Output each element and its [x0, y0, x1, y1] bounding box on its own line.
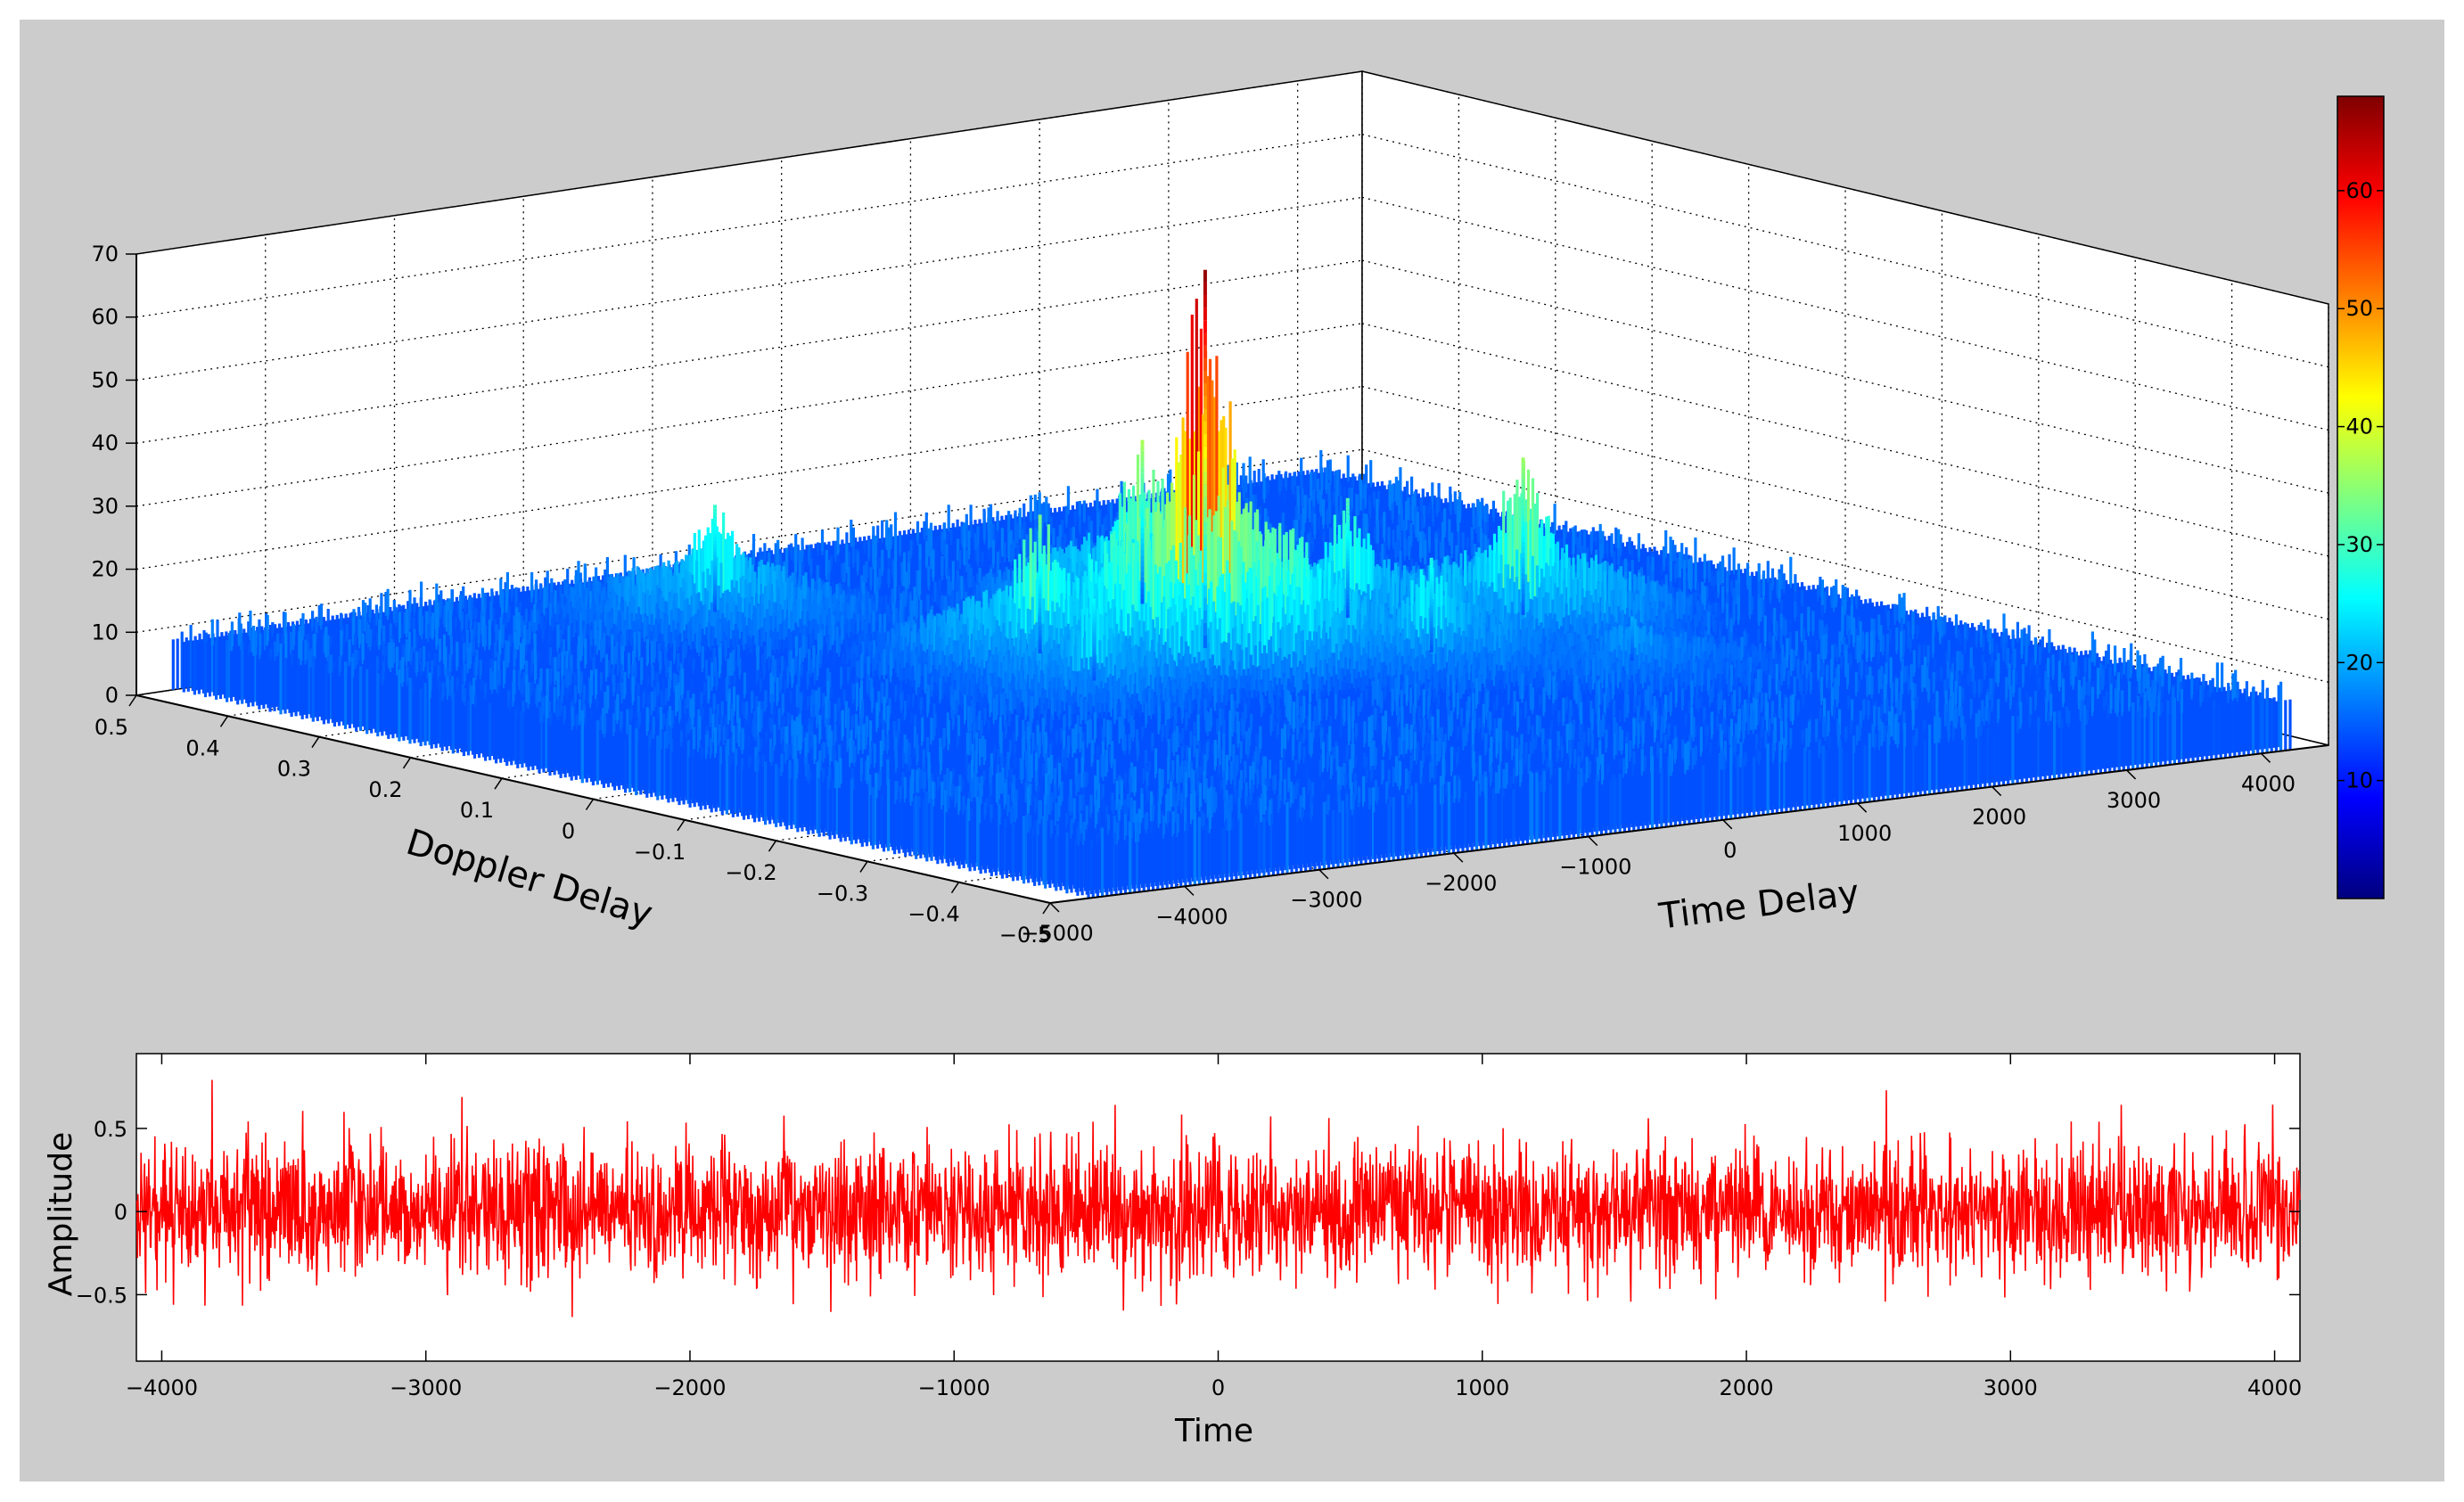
figure: 010203040506070 −0.5−0.4−0.3−0.2−0.100.1…: [0, 0, 2464, 1502]
